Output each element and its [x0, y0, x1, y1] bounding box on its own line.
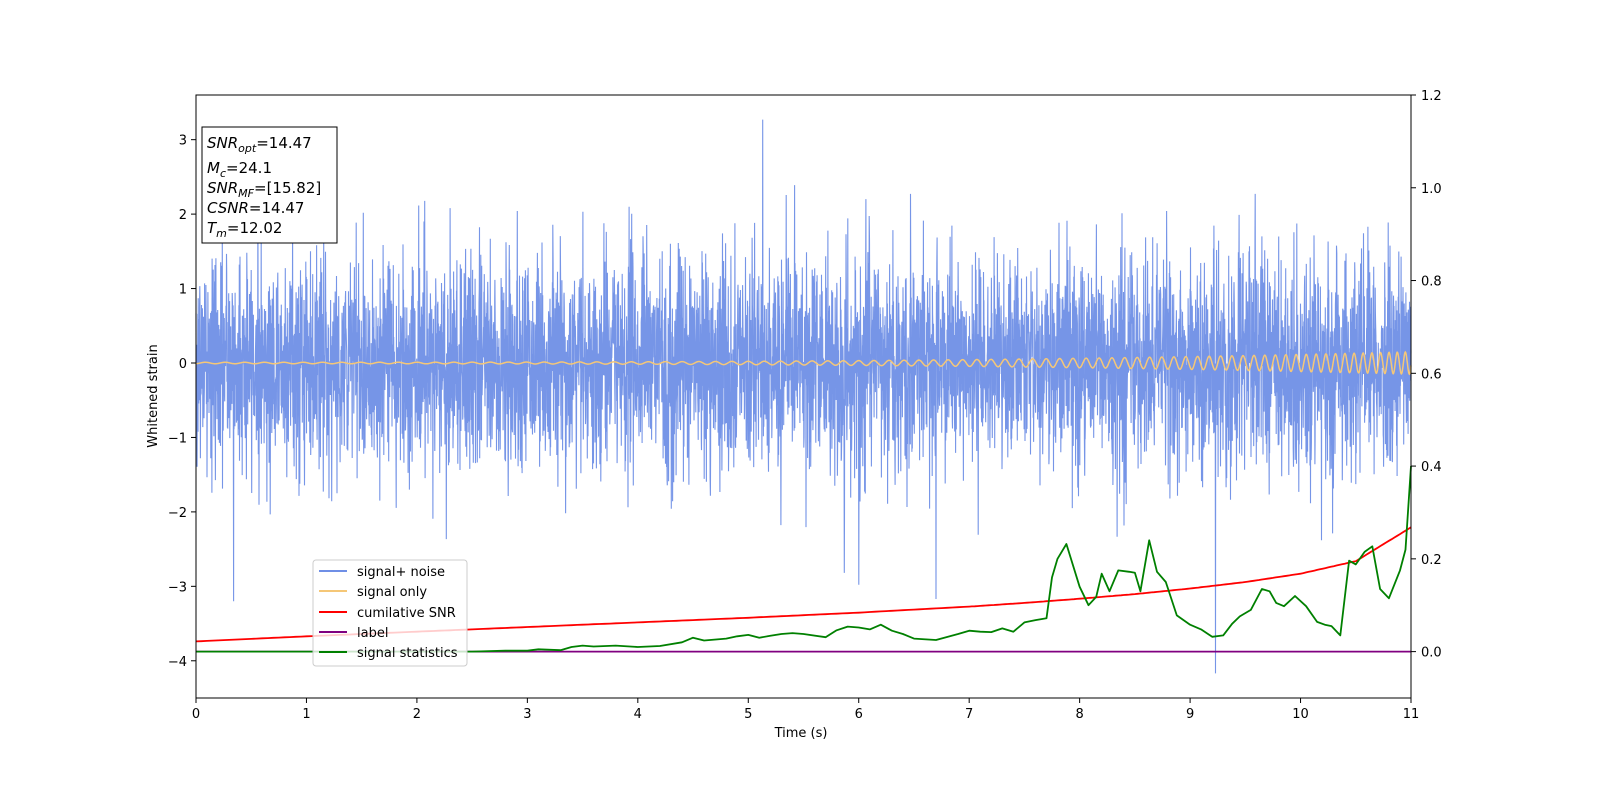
x-axis-title: Time (s) [774, 726, 828, 741]
info-mc: Mc=24.1 [207, 159, 272, 180]
info-snr-opt: SNRopt=14.47 [207, 134, 312, 155]
x-tick-label: 4 [634, 707, 642, 722]
ticks-layer: 0 1 2 3 4 5 6 7 8 9 10 113210−1−2−3−41.21.00.80.60.… [168, 89, 1442, 722]
legend-label-cumulative-snr: cumilative SNR [357, 606, 456, 621]
y-tick-label: −4 [168, 655, 187, 670]
legend-label-signal-only: signal only [357, 585, 427, 600]
x-tick-label: 10 [1292, 707, 1309, 722]
y2-tick-label: 0.8 [1421, 275, 1442, 290]
x-tick-label: 9 [1186, 707, 1194, 722]
y-tick-label: 3 [179, 134, 187, 149]
y-tick-label: −3 [168, 580, 187, 595]
y2-tick-label: 1.2 [1421, 89, 1442, 104]
y-tick-label: 0 [179, 357, 187, 372]
info-box-frame [201, 126, 338, 244]
y2-tick-label: 0.2 [1421, 553, 1442, 568]
legend-label-signal-statistics: signal statistics [357, 646, 458, 661]
info-csnr: CSNR=14.47 [207, 199, 304, 217]
x-tick-label: 7 [965, 707, 973, 722]
y2-tick-label: 0.6 [1421, 367, 1442, 382]
x-tick-label: 6 [855, 707, 863, 722]
x-tick-label: 2 [413, 707, 421, 722]
y-tick-label: −1 [168, 431, 187, 446]
y-tick-label: 2 [179, 208, 187, 223]
y-axis-title: Whitened strain [146, 344, 161, 447]
series-cumulative-snr [195, 526, 1412, 643]
info-tm: Tm=12.02 [207, 219, 282, 240]
series-signal-statistics [196, 466, 1412, 653]
legend-frame [312, 559, 468, 667]
y2-tick-label: 1.0 [1421, 182, 1442, 197]
y-tick-label: −2 [168, 506, 187, 521]
legend-label-label: label [357, 626, 388, 641]
x-tick-label: 0 [192, 707, 200, 722]
legend: signal+ noise signal only cumilative SNR… [312, 559, 468, 667]
info-box: SNRopt=14.47 Mc=24.1 SNRMF=[15.82] CSNR=… [201, 126, 338, 244]
legend-label-signal-noise: signal+ noise [357, 565, 445, 580]
y2-tick-label: 0.0 [1421, 646, 1442, 661]
series-signal-only [195, 350, 1412, 376]
x-tick-label: 1 [302, 707, 310, 722]
x-tick-label: 8 [1075, 707, 1083, 722]
plot-frame [195, 94, 1412, 699]
x-tick-label: 11 [1403, 707, 1420, 722]
x-tick-label: 3 [523, 707, 531, 722]
y2-tick-label: 0.4 [1421, 460, 1442, 475]
y-tick-label: 1 [179, 283, 187, 298]
x-tick-label: 5 [744, 707, 752, 722]
info-snr-mf: SNRMF=[15.82] [207, 179, 321, 200]
